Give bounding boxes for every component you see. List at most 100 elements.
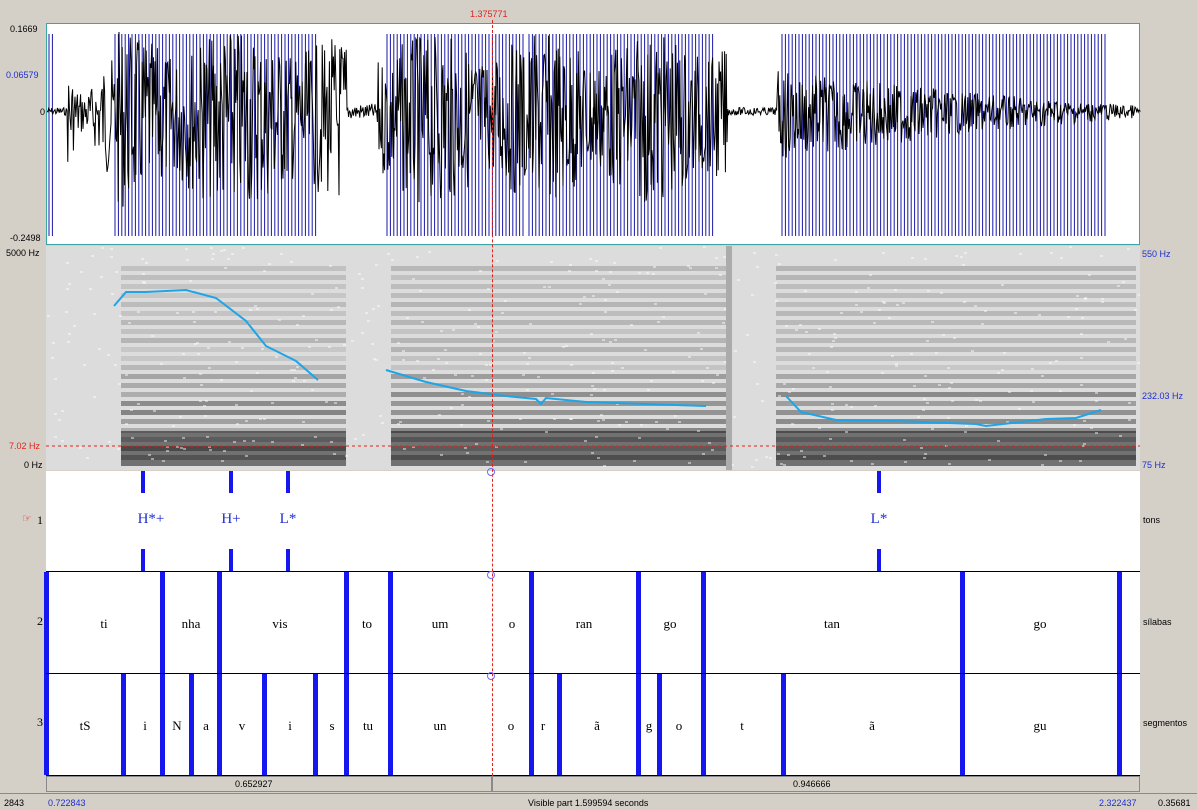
syllable-boundary[interactable] <box>529 572 534 674</box>
segment-label: i <box>288 718 292 733</box>
spectrogram-band <box>646 272 649 274</box>
spectrogram-band <box>228 341 231 343</box>
tone-mark[interactable] <box>141 471 145 493</box>
spectrogram-band <box>444 349 447 351</box>
spectrogram-band <box>951 400 954 402</box>
spectrogram-band <box>942 334 945 336</box>
spectrogram-panel[interactable] <box>46 246 1140 470</box>
spectrogram-band <box>805 331 808 333</box>
spectrogram-band <box>151 458 154 460</box>
syllable-boundary[interactable] <box>344 572 349 674</box>
pitch-max-label: 550 Hz <box>1142 249 1171 259</box>
tone-mark[interactable] <box>229 471 233 493</box>
spectrogram-band <box>1084 297 1087 299</box>
segment-boundary[interactable] <box>557 674 562 775</box>
spectrogram-band <box>803 456 806 458</box>
spectrogram-band <box>391 302 726 307</box>
tone-mark[interactable] <box>877 549 881 571</box>
tier-segmentos[interactable]: tS i N a v i s tu un o r ã g o t ã gu <box>44 673 1140 776</box>
spectrogram-band <box>756 266 759 268</box>
segment-boundary[interactable] <box>388 674 393 775</box>
spectrogram-band <box>485 379 488 381</box>
tone-mark[interactable] <box>229 549 233 571</box>
segment-boundary[interactable] <box>160 674 165 775</box>
tier-silabas[interactable]: ti nha vis to um o ran go tan go <box>44 571 1140 674</box>
spectrogram-band <box>182 353 185 355</box>
syllable-boundary[interactable] <box>44 572 49 674</box>
spectrogram-band <box>432 369 435 371</box>
segment-boundary[interactable] <box>344 674 349 775</box>
waveform-panel[interactable] <box>46 23 1141 245</box>
spectrogram-band <box>888 317 891 319</box>
segment-boundary[interactable] <box>636 674 641 775</box>
tone-mark[interactable] <box>286 471 290 493</box>
segment-boundary[interactable] <box>121 674 126 775</box>
spectrogram-band <box>652 273 655 275</box>
spectrogram-band <box>702 453 705 455</box>
syllable-boundary[interactable] <box>636 572 641 674</box>
spectrogram-band <box>1049 362 1052 364</box>
spectrogram-band <box>468 396 471 398</box>
syllable-boundary[interactable] <box>1117 572 1122 674</box>
spectrogram-band <box>655 421 658 423</box>
syllable-boundary[interactable] <box>160 572 165 674</box>
spectrogram-band <box>233 441 236 443</box>
spectrogram-band <box>223 249 226 251</box>
spectrogram-band <box>926 340 929 342</box>
tier-name: segmentos <box>1143 718 1188 728</box>
spectrogram-band <box>186 259 189 261</box>
syllable-boundary[interactable] <box>217 572 222 674</box>
segment-boundary[interactable] <box>262 674 267 775</box>
syllable-boundary[interactable] <box>960 572 965 674</box>
start-time: 0.722843 <box>48 798 86 808</box>
segment-boundary[interactable] <box>960 674 965 775</box>
spectrogram-band <box>776 356 1136 361</box>
segment-label: o <box>507 718 515 733</box>
spectrogram-band <box>212 253 215 255</box>
spectrogram-band <box>777 453 780 455</box>
cursor-handle[interactable] <box>487 571 495 579</box>
spectrogram-band <box>776 329 1136 334</box>
spectrogram-band <box>210 247 213 249</box>
spectrogram-band <box>391 383 726 388</box>
duration-bar-left[interactable]: 0.652927 <box>46 776 492 792</box>
spectrogram-band <box>1006 421 1009 423</box>
tone-mark[interactable] <box>141 549 145 571</box>
segment-boundary[interactable] <box>217 674 222 775</box>
segment-boundary[interactable] <box>657 674 662 775</box>
spectrogram-band <box>495 446 498 448</box>
cursor-handle[interactable] <box>487 672 495 680</box>
spectrogram-band <box>774 282 777 284</box>
tone-mark[interactable] <box>286 549 290 571</box>
freq-max-label: 5000 Hz <box>6 248 40 258</box>
spectrogram-band <box>611 370 614 372</box>
tier-tons[interactable]: H*+ H+ L* L* <box>46 471 1140 571</box>
time-cursor[interactable] <box>492 20 493 776</box>
spectrogram-band <box>479 353 482 355</box>
segment-boundary[interactable] <box>1117 674 1122 775</box>
visible-bar[interactable]: 2843 0.722843 Visible part 1.599594 seco… <box>0 793 1197 810</box>
spectrogram-band <box>208 367 211 369</box>
segment-boundary[interactable] <box>189 674 194 775</box>
tone-mark[interactable] <box>877 471 881 493</box>
syllable-label: to <box>361 616 373 631</box>
cursor-handle[interactable] <box>487 468 495 476</box>
spectrogram-band <box>209 449 212 451</box>
spectrogram-band <box>788 391 791 393</box>
spectrogram-band <box>464 447 467 449</box>
segment-boundary[interactable] <box>701 674 706 775</box>
syllable-boundary[interactable] <box>388 572 393 674</box>
segment-boundary[interactable] <box>781 674 786 775</box>
spectrogram-band <box>678 421 681 423</box>
spectrogram-band <box>981 323 984 325</box>
spectrogram-band <box>600 414 603 416</box>
spectrogram-band <box>776 302 1136 307</box>
tone-label: L* <box>870 511 888 527</box>
segment-boundary[interactable] <box>529 674 534 775</box>
segment-boundary[interactable] <box>44 674 49 775</box>
syllable-boundary[interactable] <box>701 572 706 674</box>
duration-bar-right[interactable]: 0.946666 <box>492 776 1140 792</box>
spectrogram-band <box>537 376 540 378</box>
segment-boundary[interactable] <box>313 674 318 775</box>
spectrogram-band <box>1014 312 1017 314</box>
